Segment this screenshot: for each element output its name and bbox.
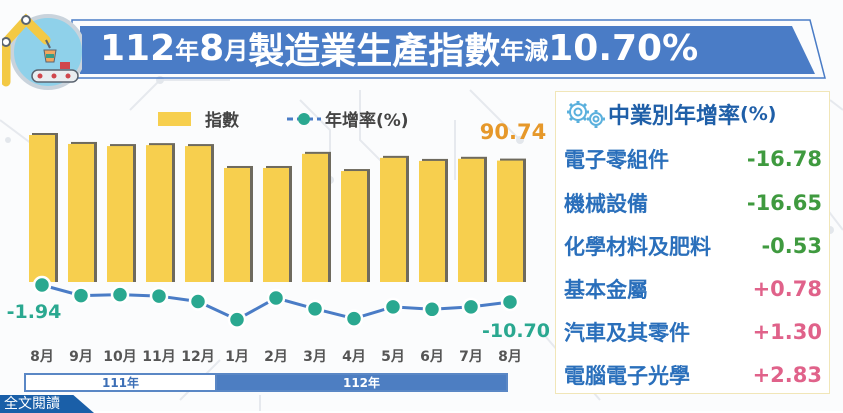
x-axis-month-label: 11月	[142, 349, 175, 365]
title-month-unit: 月	[224, 36, 249, 65]
rate-dot	[422, 300, 442, 319]
x-axis-month-label: 7月	[459, 349, 483, 365]
index-bar	[497, 160, 523, 282]
index-bar	[68, 143, 94, 282]
x-axis-month-label: 12月	[181, 349, 214, 365]
year-range-bar: 111年 112年	[24, 373, 508, 392]
x-axis-month-label: 5月	[381, 349, 405, 365]
x-axis-month-label: 10月	[103, 349, 136, 365]
legend-line-label: 年增率(%)	[325, 111, 409, 131]
industry-growth-value: -16.78	[746, 147, 822, 171]
x-axis-month-label: 6月	[420, 349, 444, 365]
industry-row: 化學材料及肥料 -0.53	[564, 231, 822, 261]
title-change-label: 年減	[500, 36, 549, 65]
index-bar	[263, 167, 289, 282]
panel-title: 中業別年增率 (%)	[564, 98, 776, 130]
panel-title-unit: (%)	[740, 103, 777, 125]
industry-row: 機械設備 -16.65	[564, 188, 822, 218]
index-bar	[458, 158, 484, 282]
rate-dot	[305, 299, 325, 319]
industry-name: 汽車及其零件	[564, 321, 690, 345]
industry-growth-value: +1.30	[752, 320, 822, 344]
industry-growth-value: -16.65	[746, 191, 822, 215]
industry-growth-value: +0.78	[752, 277, 822, 301]
index-bar	[146, 145, 172, 282]
industry-name: 電子零組件	[564, 148, 669, 172]
index-bar	[29, 135, 55, 282]
last-index-value-label: 90.74	[480, 120, 546, 144]
index-bar	[224, 167, 250, 282]
industry-name: 化學材料及肥料	[564, 235, 711, 259]
x-axis-month-label: 9月	[69, 349, 93, 365]
index-bar	[419, 160, 445, 282]
legend-line-dot-icon	[287, 112, 321, 125]
title-subject: 製造業生產指數	[248, 31, 501, 72]
rate-dot	[71, 286, 91, 305]
rate-dot	[500, 292, 520, 312]
year-111-segment: 111年	[26, 375, 217, 390]
gears-icon	[567, 101, 605, 128]
page-title: 112 年 8 月 製造業生產指數 年減 10.70%	[100, 22, 698, 74]
chart-legend: 指數 年增率(%)	[158, 106, 409, 131]
industry-name: 基本金屬	[564, 278, 648, 302]
rate-dot	[461, 297, 481, 317]
industry-row: 電子零組件 -16.78	[564, 144, 822, 174]
rate-dot	[344, 309, 364, 328]
industry-growth-panel: 中業別年增率 (%) 電子零組件 -16.78 機械設備 -16.65 化學材料及肥料 -…	[555, 91, 830, 394]
robot-arm-icon	[2, 13, 82, 90]
index-bar	[302, 153, 328, 282]
legend-bar-label: 指數	[205, 111, 239, 131]
title-year-unit: 年	[175, 36, 200, 65]
rate-dot	[383, 297, 403, 317]
growth-rate-line	[32, 275, 520, 329]
index-bars	[29, 133, 526, 282]
x-axis-month-label: 4月	[342, 349, 366, 365]
rate-dot	[110, 285, 130, 304]
industry-name: 電腦電子光學	[564, 364, 690, 388]
index-bar	[341, 171, 367, 282]
first-rate-value-label: -1.94	[7, 301, 62, 323]
panel-title-text: 中業別年增率	[608, 104, 741, 129]
index-bar	[380, 157, 406, 282]
x-axis-labels: 8月 9月 10月 11月 12月 1月 2月 3月 4月 5月 6月 7月 8月	[30, 349, 522, 365]
x-axis-month-label: 2月	[264, 349, 288, 365]
industry-row: 汽車及其零件 +1.30	[564, 317, 822, 347]
x-axis-month-label: 8月	[30, 349, 54, 365]
rate-dot	[32, 275, 52, 295]
rate-dot	[188, 292, 208, 311]
index-bar	[107, 146, 133, 282]
x-axis-month-label: 8月	[498, 349, 522, 365]
industry-growth-value: -0.53	[761, 234, 822, 258]
title-year: 112	[100, 27, 176, 69]
industry-row: 基本金屬 +0.78	[564, 274, 822, 304]
rate-dot	[149, 286, 169, 306]
read-full-text-button[interactable]: 全文閱讀	[0, 395, 94, 413]
index-bar	[185, 146, 211, 282]
last-rate-value-label: -10.70	[482, 320, 550, 342]
x-axis-month-label: 3月	[303, 349, 327, 365]
industry-row: 電腦電子光學 +2.83	[564, 360, 822, 390]
x-axis-month-label: 1月	[225, 349, 249, 365]
rate-dot	[227, 310, 247, 329]
title-month: 8	[199, 27, 225, 69]
title-change-value: 10.70%	[548, 27, 699, 69]
industry-name: 機械設備	[564, 192, 648, 216]
industry-growth-value: +2.83	[752, 363, 822, 387]
rate-dot	[266, 288, 286, 308]
year-112-segment: 112年	[217, 375, 506, 390]
legend-bar-swatch	[158, 111, 191, 126]
